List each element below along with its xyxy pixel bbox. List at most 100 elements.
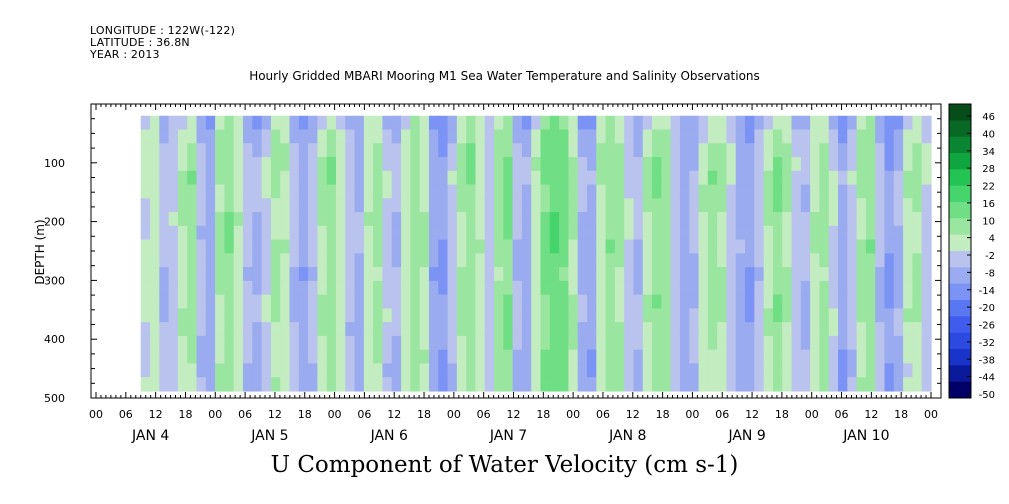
heatmap-cell [494,308,504,323]
heatmap-cell [438,198,449,213]
heatmap-cell [791,143,802,158]
heatmap-cell [921,308,932,323]
heatmap-cell [903,170,914,186]
heatmap-cell [614,129,625,144]
heatmap-cell [856,225,867,241]
heatmap-cell [800,157,811,172]
heatmap-cell [224,184,235,199]
heatmap-cell [875,308,886,323]
heatmap-cell [670,143,681,158]
heatmap-cell [354,280,365,296]
heatmap-cell [382,129,393,144]
heatmap-cell [605,308,616,323]
heatmap-cell [838,129,848,144]
heatmap-cell [354,157,365,172]
heatmap-cell [800,225,811,241]
colorbar-label: -2 [985,251,995,262]
heatmap-cell [800,363,811,378]
heatmap-cell [661,212,672,227]
heatmap-cell [772,212,783,227]
heatmap-cell [800,143,811,158]
heatmap-cell [605,212,616,227]
colorbar-swatch [949,332,971,350]
heatmap-cell [679,253,690,268]
heatmap-cell [456,253,467,268]
heatmap-cell [503,239,514,254]
heatmap-cell [838,184,848,199]
x-tick-label: 06 [238,408,252,421]
heatmap-cell [438,377,449,392]
heatmap-cell [196,184,207,199]
heatmap-cell [224,349,235,365]
heatmap-cell [745,377,755,392]
heatmap-cell [243,294,253,309]
heatmap-cell [893,129,904,144]
heatmap-cell [484,184,495,199]
heatmap-cell [587,212,597,227]
heatmap-cell [689,349,700,365]
heatmap-cell [652,170,662,186]
heatmap-cell [428,280,439,296]
heatmap-cell [893,253,904,268]
heatmap-cell [317,280,328,296]
heatmap-cell [475,349,486,365]
heatmap-cell [335,184,346,199]
heatmap-cell [233,253,244,268]
heatmap-cell [605,225,616,241]
heatmap-cell [540,143,551,158]
heatmap-cell [215,267,226,282]
longitude-label: LONGITUDE : 122W(-122) [90,24,236,37]
heatmap-cell [717,280,728,296]
heatmap-cell [270,377,281,392]
heatmap-cell [726,170,737,186]
x-tick-label: 00 [89,408,103,421]
heatmap-cell [252,280,263,296]
heatmap-cell [791,239,802,254]
heatmap-cell [308,377,318,392]
heatmap-cell [717,115,728,131]
heatmap-cell [484,115,495,131]
heatmap-cell [150,129,160,144]
heatmap-cell [326,363,337,378]
heatmap-cell [261,308,272,323]
heatmap-cell [438,280,449,296]
heatmap-cell [810,115,821,131]
heatmap-cell [391,267,402,282]
heatmap-cell [261,129,272,144]
heatmap-cell [568,363,579,378]
heatmap-cell [912,280,923,296]
heatmap-cell [484,267,495,282]
heatmap-cell [494,198,504,213]
heatmap-cell [661,115,672,131]
heatmap-cell [838,322,848,337]
heatmap-cell [373,253,384,268]
heatmap-cell [735,212,746,227]
heatmap-cell [428,198,439,213]
heatmap-cell [512,157,523,172]
heatmap-cell [447,157,458,172]
heatmap-cell [326,349,337,365]
heatmap-cell [373,198,384,213]
heatmap-cell [187,184,198,199]
heatmap-cell [224,294,235,309]
heatmap-cell [280,184,291,199]
heatmap-cell [335,363,346,378]
heatmap-cell [456,267,467,282]
heatmap-cell [577,225,588,241]
heatmap-cell [512,225,523,241]
heatmap-cell [559,267,570,282]
heatmap-cell [828,143,839,158]
heatmap-cell [215,184,226,199]
heatmap-cell [865,212,876,227]
heatmap-cell [903,377,914,392]
heatmap-cell [903,129,914,144]
heatmap-cell [289,170,300,186]
heatmap-cell [717,294,728,309]
heatmap-cell [466,239,477,254]
heatmap-cell [568,335,579,351]
heatmap-cell [772,335,783,351]
heatmap-cell [875,157,886,172]
heatmap-cell [670,170,681,186]
heatmap-cell [335,157,346,172]
heatmap-cell [754,267,765,282]
